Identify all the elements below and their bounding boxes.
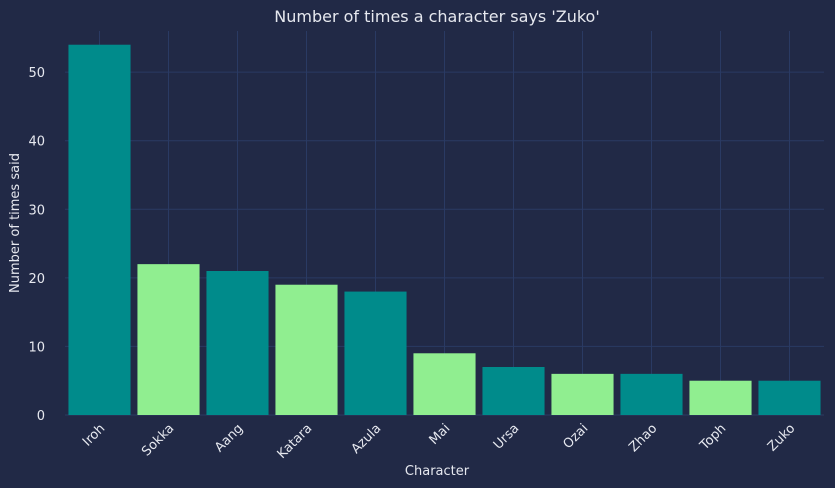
bar-mai [413,353,476,415]
y-tick-label: 10 [28,340,45,355]
bar-ursa [482,367,545,415]
y-tick-label: 0 [37,409,45,424]
x-axis-label: Character [405,464,470,479]
y-tick-label: 50 [28,66,45,81]
chart-title: Number of times a character says 'Zuko' [274,7,599,26]
y-axis-label: Number of times said [8,153,23,293]
bar-katara [275,284,338,415]
bar-ozai [551,373,614,415]
bar-zhao [620,373,683,415]
y-tick-label: 20 [28,272,45,287]
y-tick-label: 30 [28,203,45,218]
y-tick-label: 40 [28,135,45,150]
bar-iroh [68,44,131,415]
bar-sokka [137,264,200,415]
bars [68,44,821,415]
bar-toph [689,380,752,415]
bar-zuko [758,380,821,415]
bar-aang [206,271,269,415]
bar-azula [344,291,407,415]
y-tick-labels: 0 10 20 30 40 50 [28,66,45,424]
